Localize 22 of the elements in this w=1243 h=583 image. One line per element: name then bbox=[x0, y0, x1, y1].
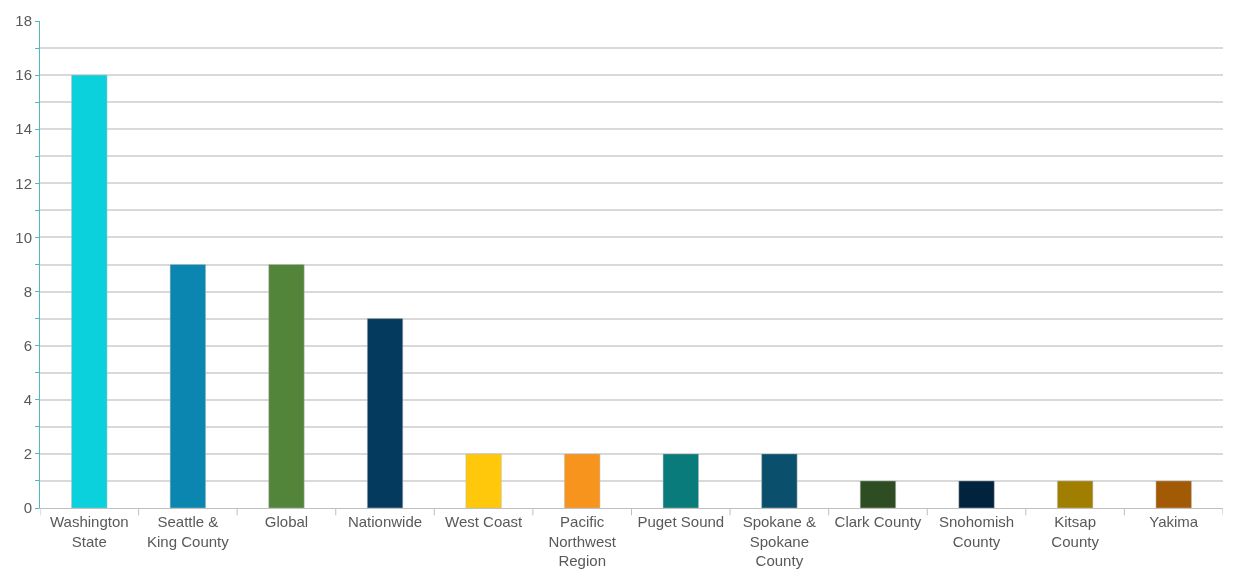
x-tick-label: West Coast bbox=[445, 513, 524, 530]
y-tick-label: 14 bbox=[15, 120, 32, 138]
x-tick-label: Nationwide bbox=[347, 513, 423, 530]
x-tick-label: Global bbox=[264, 513, 309, 530]
x-tick-label: Snohomish County bbox=[939, 513, 1015, 550]
y-tick-label: 4 bbox=[23, 391, 32, 409]
y-tick-label: 18 bbox=[15, 12, 32, 30]
y-tick-label: 10 bbox=[15, 228, 32, 246]
x-tick-label: Pacific Northwest Region bbox=[548, 513, 617, 569]
x-tick-label: Kitsap County bbox=[1051, 513, 1100, 550]
x-tick-label: Puget Sound bbox=[637, 513, 725, 530]
x-tick-label: Washington State bbox=[49, 513, 129, 550]
x-tick-label: Spokane & Spokane County bbox=[742, 513, 817, 569]
y-tick-label: 6 bbox=[23, 336, 32, 354]
x-tick-label: Yakima bbox=[1149, 513, 1199, 530]
y-tick-label: 8 bbox=[23, 282, 32, 300]
x-tick-label: Clark County bbox=[834, 513, 922, 530]
y-tick-label: 16 bbox=[15, 66, 32, 84]
y-tick-label: 2 bbox=[23, 445, 32, 463]
y-tick-label: 0 bbox=[23, 499, 32, 517]
y-tick-label: 12 bbox=[15, 174, 32, 192]
x-tick-label: Seattle & King County bbox=[147, 513, 230, 550]
